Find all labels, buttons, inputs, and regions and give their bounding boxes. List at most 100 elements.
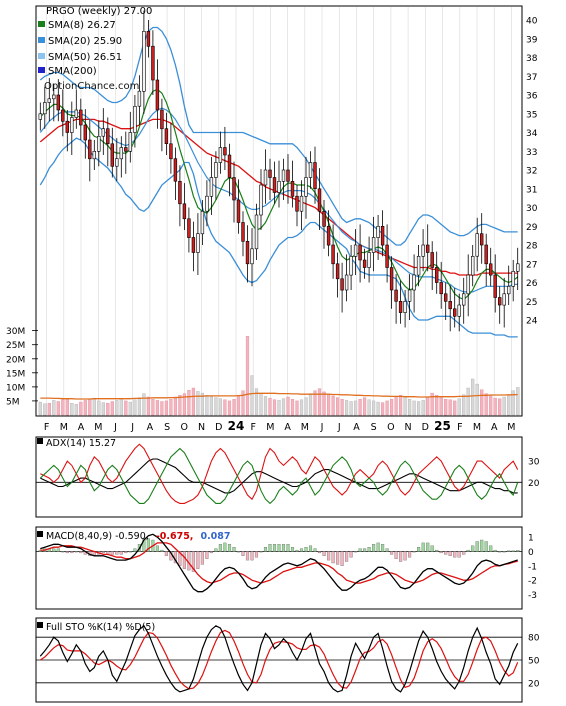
candle-body [475, 233, 479, 257]
macd-histogram-bar [133, 548, 137, 552]
volume-bar [466, 387, 470, 416]
candle-body [349, 255, 353, 276]
macd-histogram-bar [480, 539, 484, 552]
candle-body [516, 263, 520, 272]
volume-tick-label: 30M [6, 327, 25, 337]
candle-body [290, 181, 295, 197]
candle-body [353, 244, 358, 257]
volume-bar [218, 398, 222, 416]
volume-bar [336, 397, 340, 416]
macd-histogram-bar [160, 549, 164, 552]
macd-histogram-bar [363, 548, 367, 552]
volume-bar [245, 336, 250, 416]
candle-body [200, 211, 205, 235]
x-tick-label: M [301, 422, 309, 433]
x-tick-label: 25 [434, 419, 451, 433]
volume-bar [313, 390, 317, 416]
volume-bar [363, 397, 367, 416]
macd-histogram-bar [79, 551, 83, 554]
candle-body [232, 177, 236, 201]
macd-histogram-bar [426, 542, 430, 552]
volume-bar [349, 401, 353, 416]
candle-body [245, 241, 250, 265]
macd-histogram-bar [453, 551, 457, 558]
macd-line [40, 533, 518, 593]
volume-tick-label: 25M [6, 341, 25, 351]
volume-bar [61, 399, 65, 416]
candle-body [394, 289, 398, 302]
adx-line [40, 458, 518, 494]
macd-histogram-bar [444, 551, 448, 555]
candle-body [389, 267, 394, 291]
macd-histogram-bar [331, 551, 335, 564]
volume-bar [52, 400, 56, 416]
volume-bar [196, 391, 200, 416]
macd-histogram-bar [263, 547, 268, 552]
volume-bar [65, 399, 69, 416]
volume-bar [358, 399, 362, 416]
price-chart-title: PRGO (weekly) 27.00 [46, 6, 152, 17]
candle-body [358, 244, 362, 261]
macd-histogram-bar [281, 544, 286, 552]
x-axis-labels: F M A M J J A S O N D 24 F M A M J J A S O N D 25 F M A M [44, 419, 516, 433]
x-tick-label: D [215, 422, 222, 433]
volume-bar [151, 399, 155, 416]
volume-bar [88, 399, 92, 416]
legend-sma200: SMA(200) [48, 66, 97, 77]
macd-histogram-bar [56, 548, 60, 552]
candle-body [268, 169, 272, 178]
candle-body [313, 162, 317, 190]
volume-bar [155, 400, 159, 416]
macd-histogram-bar [299, 548, 304, 552]
volume-bar [435, 395, 439, 416]
candle-body [164, 128, 169, 144]
volume-bar [475, 383, 479, 416]
volume-bar [345, 400, 349, 416]
volume-bar [290, 399, 295, 416]
volume-bar [471, 378, 475, 416]
volume-bar [412, 400, 416, 416]
volume-bar [263, 396, 268, 416]
volume-bar [277, 400, 281, 416]
macd-tick-label: 1 [528, 534, 534, 544]
volume-bar [169, 399, 173, 416]
x-tick-label: S [371, 422, 377, 433]
macd-signal-label: -0.675, [156, 531, 194, 542]
volume-bar [304, 397, 308, 416]
macd-histogram-bar [128, 551, 132, 553]
adx-label: ADX(14) 15.27 [46, 438, 116, 449]
price-tick-label: 33 [526, 148, 537, 158]
price-tick-label: 30 [526, 204, 538, 214]
candle-body [434, 267, 439, 283]
candle-body [443, 293, 448, 302]
candle-body [335, 263, 340, 280]
x-tick-label: D [422, 422, 429, 433]
macd-histogram-bar [322, 551, 326, 556]
macd-histogram-bar [462, 551, 466, 555]
macd-histogram-bar [115, 551, 119, 555]
volume-bar [223, 399, 227, 416]
x-tick-label: F [457, 422, 462, 433]
macd-histogram-bar [349, 551, 353, 558]
price-tick-label: 36 [526, 92, 538, 102]
volume-bar [354, 400, 358, 416]
macd-histogram-bar [471, 545, 475, 552]
macd-histogram-bar [196, 551, 200, 569]
volume-bar [444, 399, 448, 416]
candle-body [457, 304, 461, 317]
legend-swatch-sma20 [38, 37, 45, 43]
volume-bar [200, 392, 204, 416]
volume-bar [70, 403, 74, 416]
candle-body [146, 30, 151, 47]
legend-swatch-sma200 [38, 67, 45, 73]
candle-body [205, 195, 209, 212]
candle-body [403, 300, 407, 313]
stochastic-tick-label: 80 [528, 634, 540, 644]
candle-body [295, 195, 299, 212]
volume-tick-label: 10M [6, 383, 25, 393]
candle-body [281, 169, 286, 182]
candle-body [236, 199, 241, 223]
plus-di-line [40, 443, 519, 504]
volume-bar [236, 395, 241, 416]
volume-bar [295, 400, 299, 416]
